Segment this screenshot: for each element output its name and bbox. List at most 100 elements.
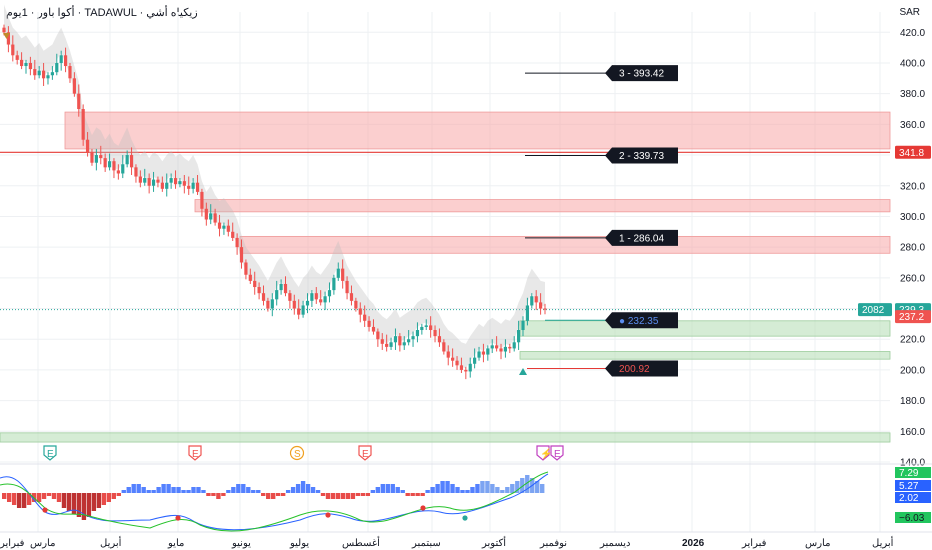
candle-body [165, 182, 169, 189]
target-1-text[interactable]: 3 - 393.42 [619, 69, 664, 80]
osc-value-bg [895, 512, 931, 523]
histogram-bar [161, 484, 166, 493]
candle-body [138, 176, 142, 183]
histogram-bar [26, 493, 32, 505]
candle-body [200, 191, 204, 209]
target-2-text[interactable]: 2 - 339.73 [619, 151, 664, 162]
candle-body [99, 155, 103, 159]
candle-body [235, 237, 239, 248]
histogram-bar [141, 487, 146, 493]
price-zones [0, 111, 891, 443]
osc-value-text: 5.27 [899, 481, 919, 492]
candle-body [143, 178, 147, 183]
price-tick: 380.0 [900, 89, 925, 100]
candle-body [248, 274, 252, 281]
histogram-bar [96, 493, 102, 508]
candle-body [354, 300, 358, 309]
candle-body [41, 70, 46, 79]
histogram-bar [86, 493, 92, 517]
histogram-bar [271, 493, 276, 499]
osc-value-text: 2.02 [899, 493, 919, 504]
candle-body [283, 283, 288, 294]
histogram-bar [206, 493, 211, 496]
candle-body [63, 55, 68, 67]
osc-value-bg [895, 467, 931, 478]
candlestick-series[interactable] [2, 24, 547, 380]
histogram-bar [465, 490, 470, 493]
candle-body [499, 348, 503, 352]
histogram-bar [370, 490, 376, 493]
candle-body [266, 300, 270, 309]
histogram-bar [400, 490, 405, 493]
entry-level-text[interactable]: ● 232.35 [619, 316, 659, 327]
event-marker-label: ⚡ [540, 447, 552, 460]
candle-body [147, 178, 151, 186]
histogram-bar [146, 490, 151, 493]
event-marker-label: E [47, 449, 54, 460]
candle-body [319, 299, 323, 303]
candle-body [393, 336, 398, 343]
histogram-bar [191, 487, 196, 493]
candle-body [24, 62, 28, 67]
candle-body [314, 293, 318, 300]
candle-body [270, 299, 274, 309]
event-marker-shield [550, 445, 564, 461]
histogram-bar [340, 493, 346, 499]
candle-body [81, 109, 85, 140]
osc-value-text: 7.29 [899, 468, 919, 479]
histogram-bar [415, 493, 420, 496]
candle-body [459, 365, 464, 370]
candle-body [288, 293, 292, 301]
target-levels[interactable]: 3 - 393.42 2 - 339.73 1 - 286.04 ● 232.35 20… [525, 65, 678, 377]
histogram-bar [6, 493, 12, 502]
event-markers[interactable]: E E S E ⚡ E [43, 445, 564, 461]
candle-body [178, 181, 182, 185]
time-tick: أغسطس [342, 536, 380, 549]
histogram-bar [295, 484, 301, 493]
histogram-bar [201, 490, 206, 493]
price-tick: 180.0 [900, 396, 925, 407]
candle-body [191, 182, 195, 189]
cross-dot [420, 505, 426, 511]
histogram-bar [495, 487, 500, 493]
demand-zone [519, 320, 891, 337]
histogram-bar [81, 493, 87, 520]
event-marker-circle [289, 445, 305, 461]
histogram-bar [216, 493, 221, 499]
histogram-bar [405, 493, 410, 496]
candle-body [103, 158, 107, 168]
histogram-bar [410, 493, 415, 496]
price-tick: 320.0 [900, 181, 925, 192]
price-axis[interactable]: 420.0400.0380.0360.0340.0320.0300.0280.0… [858, 28, 931, 469]
candle-body [275, 290, 279, 300]
candle-body [345, 280, 349, 294]
histogram-bar [335, 493, 341, 499]
histogram-bar [241, 484, 246, 493]
histogram-bar [315, 490, 321, 493]
candle-body [389, 342, 393, 347]
price-tick: 400.0 [900, 58, 925, 69]
time-tick: يونيو [231, 538, 251, 549]
histogram-bar [106, 493, 111, 502]
candle-body [503, 346, 508, 352]
time-axis[interactable]: فبراير مارس أبريل مايو يونيو يوليو أغسطس سبتمبر… [0, 531, 932, 549]
time-tick: أبريل [872, 536, 894, 549]
stop-level-text[interactable]: 200.92 [619, 364, 650, 375]
time-tick: فبراير [741, 538, 767, 549]
target-3-text[interactable]: 1 - 286.04 [619, 233, 664, 244]
entry-level-tag [605, 312, 678, 329]
cross-dot [462, 515, 468, 521]
candle-body [209, 213, 213, 220]
oscillator-pane: 7.29 5.272.02 −6.03 [0, 463, 932, 532]
histogram-bar [46, 493, 52, 496]
histogram-bar [156, 487, 161, 493]
price-tick: 280.0 [900, 243, 925, 254]
candle-body [349, 293, 354, 301]
marker-price-badge-text: 237.2 [899, 312, 924, 323]
candle-body [473, 357, 477, 364]
price-tick: 300.0 [900, 212, 925, 223]
time-tick: نوفمبر [539, 538, 567, 549]
histogram-bar [320, 493, 326, 496]
candle-body [451, 357, 455, 361]
